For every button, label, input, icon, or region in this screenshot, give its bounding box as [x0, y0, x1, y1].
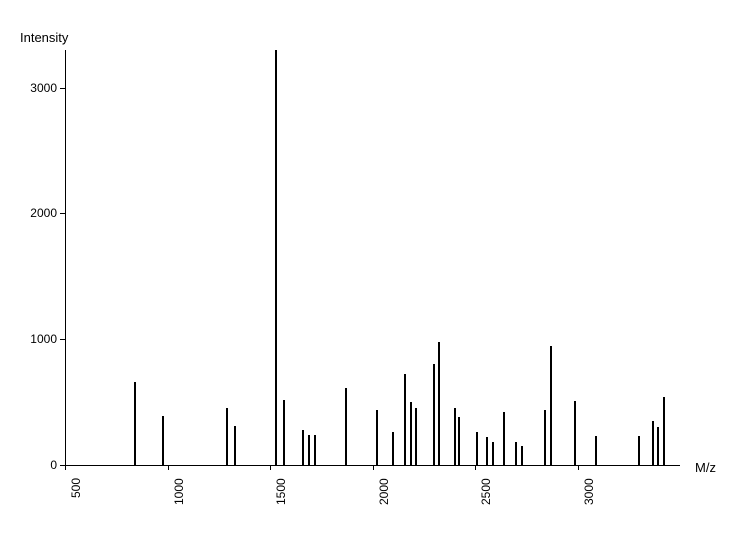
x-tick-label: 500: [69, 478, 83, 498]
spectrum-peak: [410, 402, 412, 465]
spectrum-peak: [638, 436, 640, 465]
spectrum-peak: [415, 408, 417, 465]
spectrum-peak: [550, 346, 552, 465]
spectrum-peak: [544, 410, 546, 465]
x-tick: [373, 465, 374, 470]
y-tick: [60, 213, 65, 214]
x-tick-label: 1000: [172, 478, 186, 505]
spectrum-peak: [476, 432, 478, 465]
x-tick: [168, 465, 169, 470]
spectrum-peak: [376, 410, 378, 465]
x-tick: [270, 465, 271, 470]
x-tick: [65, 465, 66, 470]
spectrum-peak: [314, 435, 316, 465]
y-tick: [60, 339, 65, 340]
x-tick: [475, 465, 476, 470]
y-tick-label: 1000: [30, 332, 57, 346]
x-tick-label: 2500: [479, 478, 493, 505]
spectrum-peak: [595, 436, 597, 465]
spectrum-peak: [302, 430, 304, 465]
spectrum-peak: [226, 408, 228, 465]
spectrum-peak: [433, 364, 435, 465]
spectrum-peak: [283, 400, 285, 465]
spectrum-peak: [652, 421, 654, 465]
y-tick-label: 3000: [30, 81, 57, 95]
spectrum-peak: [404, 374, 406, 465]
spectrum-peak: [458, 417, 460, 465]
spectrum-peak: [438, 342, 440, 465]
spectrum-peak: [392, 432, 394, 465]
spectrum-peak: [308, 435, 310, 465]
spectrum-peak: [492, 442, 494, 465]
y-tick-label: 0: [50, 458, 57, 472]
spectrum-peak: [275, 50, 277, 465]
y-axis-title: Intensity: [20, 30, 68, 45]
y-tick: [60, 88, 65, 89]
spectrum-peak: [503, 412, 505, 465]
spectrum-peak: [521, 446, 523, 465]
spectrum-peak: [486, 437, 488, 465]
spectrum-peak: [454, 408, 456, 465]
y-tick-label: 2000: [30, 206, 57, 220]
mass-spectrum-chart: Intensity M/z 0 1000 2000 3000 500 1000 1500 2…: [0, 0, 750, 540]
y-axis-line: [65, 50, 66, 465]
spectrum-peak: [234, 426, 236, 465]
x-tick: [578, 465, 579, 470]
spectrum-peak: [345, 388, 347, 465]
x-tick-label: 3000: [582, 478, 596, 505]
spectrum-peak: [574, 401, 576, 465]
x-tick-label: 2000: [377, 478, 391, 505]
spectrum-peak: [162, 416, 164, 465]
x-tick-label: 1500: [274, 478, 288, 505]
spectrum-peak: [663, 397, 665, 465]
x-axis-title: M/z: [695, 460, 716, 475]
spectrum-peak: [515, 442, 517, 465]
spectrum-peak: [657, 427, 659, 465]
spectrum-peak: [134, 382, 136, 465]
